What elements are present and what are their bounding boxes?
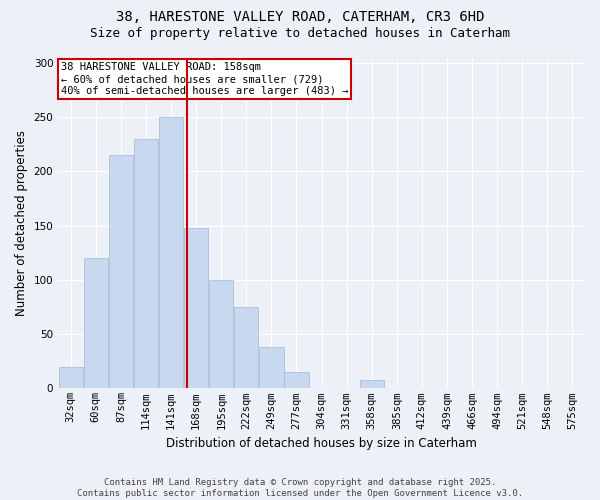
Bar — [259, 347, 284, 389]
Bar — [83, 258, 108, 388]
Bar — [159, 117, 183, 388]
Text: 38 HARESTONE VALLEY ROAD: 158sqm
← 60% of detached houses are smaller (729)
40% : 38 HARESTONE VALLEY ROAD: 158sqm ← 60% o… — [61, 62, 349, 96]
Bar — [184, 228, 208, 388]
Bar — [109, 155, 133, 388]
X-axis label: Distribution of detached houses by size in Caterham: Distribution of detached houses by size … — [166, 437, 477, 450]
Text: Size of property relative to detached houses in Caterham: Size of property relative to detached ho… — [90, 28, 510, 40]
Bar — [284, 372, 308, 388]
Y-axis label: Number of detached properties: Number of detached properties — [15, 130, 28, 316]
Bar — [134, 139, 158, 388]
Text: Contains HM Land Registry data © Crown copyright and database right 2025.
Contai: Contains HM Land Registry data © Crown c… — [77, 478, 523, 498]
Bar — [234, 307, 259, 388]
Bar — [59, 366, 83, 388]
Bar — [359, 380, 384, 388]
Text: 38, HARESTONE VALLEY ROAD, CATERHAM, CR3 6HD: 38, HARESTONE VALLEY ROAD, CATERHAM, CR3… — [116, 10, 484, 24]
Bar — [209, 280, 233, 388]
